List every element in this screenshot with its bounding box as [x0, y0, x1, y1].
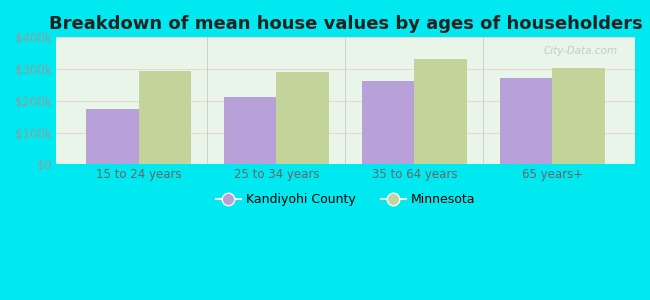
- Bar: [500, 78, 552, 164]
- Bar: [86, 109, 138, 164]
- Bar: [362, 81, 414, 164]
- Title: Breakdown of mean house values by ages of householders: Breakdown of mean house values by ages o…: [49, 15, 642, 33]
- Bar: [552, 68, 604, 164]
- Bar: [224, 97, 276, 164]
- Legend: Kandiyohi County, Minnesota: Kandiyohi County, Minnesota: [211, 188, 480, 211]
- Bar: [276, 72, 329, 164]
- Bar: [138, 71, 191, 164]
- Text: City-Data.com: City-Data.com: [543, 46, 618, 56]
- Bar: [414, 59, 467, 164]
